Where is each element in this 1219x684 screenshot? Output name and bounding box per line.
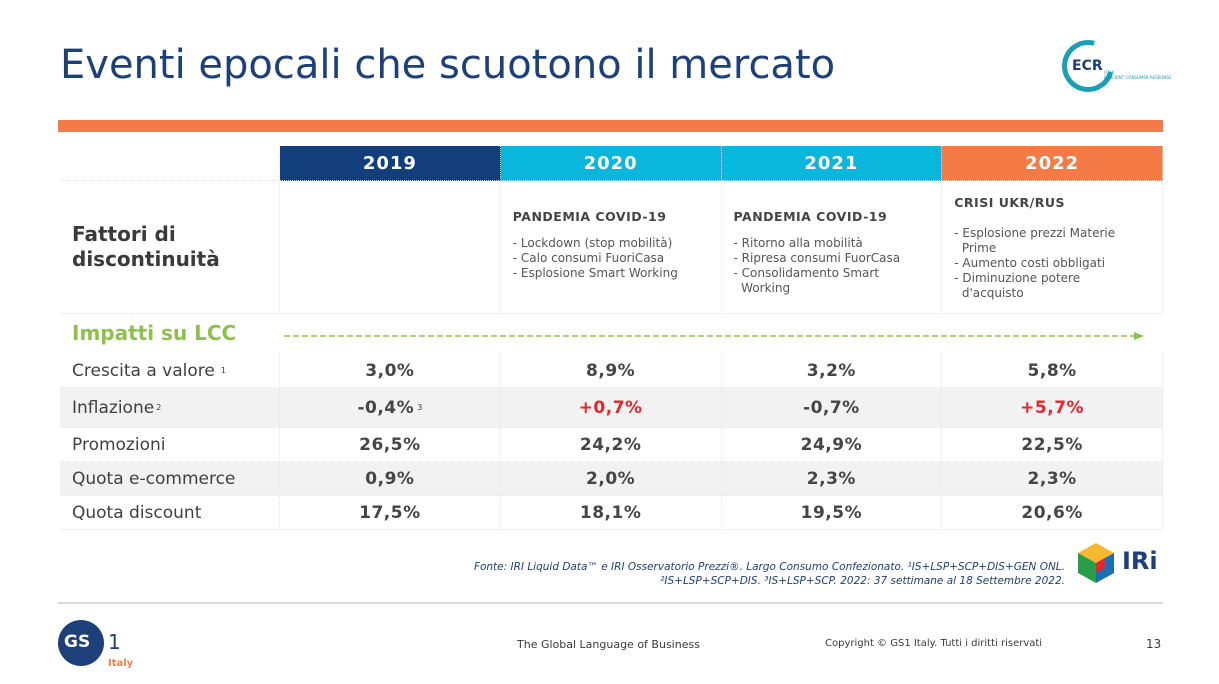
factor-item: - Esplosione prezzi Materie: [954, 226, 1116, 240]
factor-heading: PANDEMIA COVID-19: [512, 209, 667, 224]
factor-item: d'acquisto: [954, 286, 1024, 300]
table-row: Promozioni 26,5% 24,2% 24,9% 22,5%: [60, 428, 1163, 462]
factors-row: Fattori di discontinuità PANDEMIA COVID-…: [60, 181, 1163, 314]
factors-2022: CRISI UKR/RUS - Esplosione prezzi Materi…: [942, 181, 1163, 314]
source-line-2: ²IS+LSP+SCP+DIS. ³IS+LSP+SCP. 2022: 37 s…: [660, 575, 1065, 587]
factors-label: Fattori di discontinuità: [72, 222, 220, 272]
factor-item: - Consolidamento Smart: [733, 266, 880, 280]
factor-heading: CRISI UKR/RUS: [954, 195, 1066, 210]
year-2020: 2020: [500, 146, 722, 181]
row-label: Inflazione 2: [60, 388, 280, 428]
value-2019: 17,5%: [280, 496, 501, 530]
row-label: Quota discount: [60, 496, 280, 530]
row-label: Quota e-commerce: [60, 462, 280, 496]
value-2022: +5,7%: [942, 388, 1163, 428]
title-divider-bar: [58, 120, 1163, 132]
iri-cube-icon: [1078, 543, 1114, 583]
row-label-text: Crescita a valore: [72, 360, 215, 381]
gs1-logo-italy: Italy: [108, 658, 134, 669]
value-2022: 5,8%: [942, 354, 1163, 388]
value-2020: 18,1%: [500, 496, 722, 530]
ecr-logo-subtitle: ITALY EFFICIENT CONSUMER RESPONSE: [1104, 70, 1171, 80]
ecr-logo-sub-2: EFFICIENT CONSUMER RESPONSE: [1104, 75, 1172, 80]
factor-item: - Diminuzione potere: [954, 271, 1081, 285]
factors-2021: PANDEMIA COVID-19 - Ritorno alla mobilit…: [721, 181, 943, 314]
footer-tagline: The Global Language of Business: [517, 638, 700, 651]
value-2022: 20,6%: [942, 496, 1163, 530]
value-2019: 26,5%: [280, 428, 501, 462]
value-2022: 22,5%: [942, 428, 1163, 462]
factors-label-line-1: Fattori di: [72, 222, 176, 246]
value-2020: 2,0%: [500, 462, 722, 496]
year-2022: 2022: [942, 146, 1163, 181]
footnote-marker: 3: [417, 403, 423, 412]
factor-item: Working: [733, 281, 791, 295]
footnote-marker: 1: [220, 366, 226, 375]
impatti-label: Impatti su LCC: [72, 321, 237, 345]
factors-label-cell: Fattori di discontinuità: [60, 181, 280, 314]
factor-item: - Ritorno alla mobilità: [733, 236, 863, 250]
table-row: Crescita a valore 1 3,0% 8,9% 3,2% 5,8%: [60, 354, 1163, 388]
gs1-logo-one: 1: [108, 630, 121, 654]
factor-item: - Esplosione Smart Working: [512, 266, 678, 280]
footnote-marker: 2: [156, 403, 162, 412]
iri-logo-text: IRi: [1122, 547, 1158, 575]
row-label-text: Inflazione: [72, 397, 155, 418]
source-note: Fonte: IRI Liquid Data™ e IRI Osservator…: [474, 560, 1065, 588]
factors-label-line-2: discontinuità: [72, 247, 220, 271]
factor-item: Prime: [954, 241, 997, 255]
value-2021: -0,7%: [721, 388, 943, 428]
footer-copyright: Copyright © GS1 Italy. Tutti i diritti r…: [825, 638, 1043, 649]
factor-heading: PANDEMIA COVID-19: [733, 209, 888, 224]
value-2021: 2,3%: [721, 462, 943, 496]
factors-2020: PANDEMIA COVID-19 - Lockdown (stop mobil…: [500, 181, 722, 314]
table-row: Quota discount 17,5% 18,1% 19,5% 20,6%: [60, 496, 1163, 530]
table-row: Quota e-commerce 0,9% 2,0% 2,3% 2,3%: [60, 462, 1163, 496]
factor-item: - Calo consumi FuoriCasa: [512, 251, 665, 265]
value-2020: 8,9%: [500, 354, 722, 388]
table-row: Inflazione 2 -0,4% 3 +0,7% -0,7% +5,7%: [60, 388, 1163, 428]
row-label: Crescita a valore 1: [60, 354, 280, 388]
value-2020: 24,2%: [500, 428, 722, 462]
footer-divider: [58, 602, 1163, 604]
gs1-logo-text: GS: [64, 632, 91, 652]
value-2021: 19,5%: [721, 496, 943, 530]
year-2021: 2021: [721, 146, 943, 181]
value-2019: 0,9%: [280, 462, 501, 496]
factor-list: - Lockdown (stop mobilità) - Calo consum…: [513, 236, 678, 281]
slide-title: Eventi epocali che scuotono il mercato: [60, 42, 836, 88]
factor-item: - Aumento costi obbligati: [954, 256, 1106, 270]
value-text: -0,4%: [357, 397, 415, 418]
ecr-logo-text: ECR: [1072, 58, 1103, 74]
header-empty-cell: [60, 146, 280, 181]
page-number: 13: [1146, 637, 1162, 651]
iri-logo: IRi: [1076, 541, 1160, 585]
value-2020: +0,7%: [500, 388, 722, 428]
value-2019: 3,0%: [280, 354, 501, 388]
ecr-logo-sub-1: ITALY: [1104, 70, 1115, 75]
ecr-logo: ECR ITALY EFFICIENT CONSUMER RESPONSE: [1052, 30, 1171, 102]
gs1-circle-icon: [58, 620, 104, 666]
value-2021: 24,9%: [721, 428, 943, 462]
year-header-row: 2019 2020 2021 2022: [60, 146, 1163, 181]
value-2019: -0,4% 3: [280, 388, 501, 428]
factor-list: - Esplosione prezzi Materie Prime - Aume…: [954, 226, 1115, 301]
dashed-arrow-icon: [284, 332, 1144, 340]
factor-item: - Ripresa consumi FuorCasa: [733, 251, 901, 265]
value-2022: 2,3%: [942, 462, 1163, 496]
gs1-logo: GS 1 Italy: [58, 618, 138, 674]
row-label: Promozioni: [60, 428, 280, 462]
factor-item: - Lockdown (stop mobilità): [512, 236, 673, 250]
value-2021: 3,2%: [721, 354, 943, 388]
factors-2019: [280, 181, 501, 314]
year-2019: 2019: [280, 146, 501, 181]
factor-list: - Ritorno alla mobilità - Ripresa consum…: [734, 236, 901, 296]
source-line-1: Fonte: IRI Liquid Data™ e IRI Osservator…: [473, 561, 1065, 573]
